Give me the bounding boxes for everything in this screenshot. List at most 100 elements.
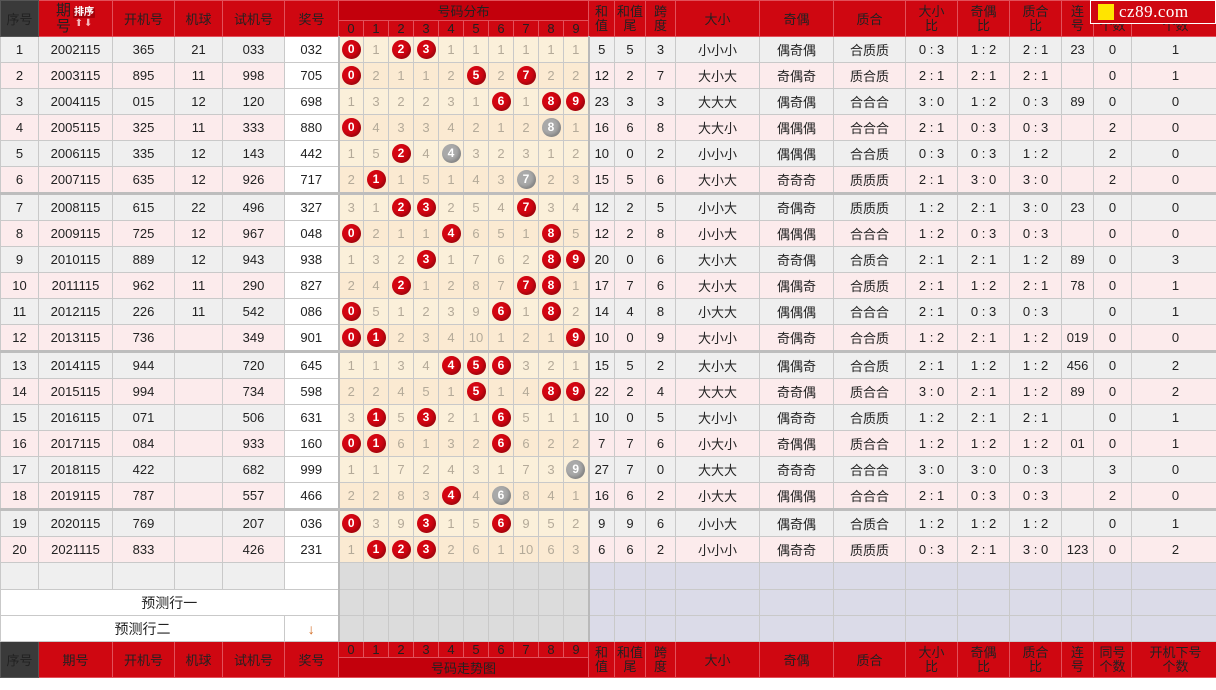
prediction-row-1[interactable]: 预测行一 (0, 589, 1216, 616)
row-issue[interactable]: 2016115 (38, 404, 113, 431)
col-header-digit-1[interactable]: 1 (363, 20, 389, 37)
table-row[interactable]: 12 2013115 736 349 901 0 1 2 3 4 10 1 2 1 9 10 0 9 大小小 奇偶奇合… (0, 324, 1216, 352)
col-header-open-code[interactable]: 开机号 (112, 0, 175, 37)
prediction-row-2[interactable]: 预测行二 ↓ (0, 615, 1216, 642)
footer-col-digit-4[interactable]: 4 (438, 641, 464, 658)
footer-col-issue[interactable]: 期号 (38, 641, 113, 678)
table-row[interactable]: 15 2016115 071 506 631 3 1 5 3 2 1 6 5 1 1 10 0 5 大小小 偶奇奇 合质… (0, 404, 1216, 431)
footer-col-digit-8[interactable]: 8 (538, 641, 564, 658)
row-issue[interactable]: 2021115 (38, 536, 113, 563)
footer-col-serial[interactable]: 连号 (1061, 641, 1095, 678)
col-header-bigsmall[interactable]: 大小 (675, 0, 761, 37)
table-row[interactable]: 18 2019115 787 557 466 2 2 8 3 4 4 6 8 4 1 16 6 2 小大大 偶偶偶 合合… (0, 482, 1216, 510)
table-row[interactable]: 3 2004115 015 12 120 698 1 3 2 2 3 1 6 1 8 9 23 3 3 大大大 偶奇偶合… (0, 88, 1216, 115)
col-header-oddeven-ratio[interactable]: 奇偶比 (957, 0, 1011, 37)
row-issue[interactable]: 2012115 (38, 298, 113, 325)
col-header-digit-7[interactable]: 7 (513, 20, 539, 37)
row-issue[interactable]: 2004115 (38, 88, 113, 115)
footer-col-same-count[interactable]: 同号 个数 (1093, 641, 1133, 678)
col-header-serial[interactable]: 连号 (1061, 0, 1095, 37)
footer-col-index[interactable]: 序号 (0, 641, 39, 678)
row-issue[interactable]: 2008115 (38, 192, 113, 221)
col-header-oddeven[interactable]: 奇偶 (759, 0, 835, 37)
row-issue[interactable]: 2014115 (38, 350, 113, 379)
table-row[interactable]: 7 2008115 615 22 496 327 3 1 2 3 2 5 4 7 3 4 12 2 5 小小大 奇偶奇质… (0, 192, 1216, 221)
table-row[interactable]: 13 2014115 944 720 645 1 1 3 4 4 5 6 3 2 1 15 5 2 大小大 偶偶奇 合合… (0, 350, 1216, 379)
row-issue[interactable]: 2013115 (38, 324, 113, 352)
site-logo[interactable]: cz89.com (1090, 0, 1216, 24)
col-header-bigsmall-ratio[interactable]: 大小比 (905, 0, 959, 37)
col-header-digit-3[interactable]: 3 (413, 20, 439, 37)
footer-col-oddeven-ratio[interactable]: 奇偶比 (957, 641, 1011, 678)
table-row[interactable]: 19 2020115 769 207 036 0 3 9 3 1 5 6 9 5 2 9 9 6 小小大 偶奇偶 合质合… (0, 508, 1216, 537)
col-header-issue-sort[interactable]: 期 号 排序 ⬆⬇ (38, 0, 113, 37)
row-issue[interactable]: 2019115 (38, 482, 113, 510)
col-header-digit-0[interactable]: 0 (338, 20, 364, 37)
row-issue[interactable]: 2003115 (38, 62, 113, 89)
col-header-digit-8[interactable]: 8 (538, 20, 564, 37)
footer-col-span[interactable]: 跨度 (645, 641, 677, 678)
col-header-digit-2[interactable]: 2 (388, 20, 414, 37)
footer-col-digit-5[interactable]: 5 (463, 641, 489, 658)
prediction-expand-button[interactable]: ↓ (284, 615, 339, 642)
footer-col-digit-0[interactable]: 0 (338, 641, 364, 658)
footer-col-oddeven[interactable]: 奇偶 (759, 641, 835, 678)
table-row[interactable]: 10 2011115 962 11 290 827 2 4 2 1 2 8 7 7 8 1 17 7 6 大小大 偶偶奇… (0, 272, 1216, 299)
prediction-row-2-label[interactable]: 预测行二 (0, 615, 285, 642)
row-issue[interactable]: 2011115 (38, 272, 113, 299)
table-row[interactable]: 6 2007115 635 12 926 717 2 1 1 5 1 4 3 7 2 3 15 5 6 大小大 奇奇奇质… (0, 166, 1216, 194)
table-row[interactable]: 11 2012115 226 11 542 086 0 5 1 2 3 9 6 1 8 2 14 4 8 小大大 偶偶偶… (0, 298, 1216, 325)
footer-col-bigsmall[interactable]: 大小 (675, 641, 761, 678)
row-issue[interactable]: 2007115 (38, 166, 113, 194)
row-issue[interactable]: 2010115 (38, 246, 113, 273)
row-issue[interactable]: 2015115 (38, 378, 113, 405)
sort-toggle[interactable]: 排序 ⬆⬇ (73, 7, 95, 29)
col-header-award-code[interactable]: 奖号 (284, 0, 339, 37)
col-header-sum[interactable]: 和值 (588, 0, 616, 37)
col-header-test-code[interactable]: 试机号 (222, 0, 285, 37)
col-header-digit-9[interactable]: 9 (562, 20, 590, 37)
footer-col-digit-2[interactable]: 2 (388, 641, 414, 658)
footer-col-sum-tail[interactable]: 和值尾 (614, 641, 647, 678)
table-row[interactable]: 9 2010115 889 12 943 938 1 3 2 3 1 7 6 2 8 9 20 0 6 大小大 奇奇偶合… (0, 246, 1216, 273)
row-issue[interactable]: 2002115 (38, 36, 113, 63)
col-header-span[interactable]: 跨度 (645, 0, 677, 37)
row-issue[interactable]: 2005115 (38, 114, 113, 141)
footer-col-digit-9[interactable]: 9 (562, 641, 590, 658)
col-header-prime-composite[interactable]: 质合 (833, 0, 907, 37)
footer-col-digit-1[interactable]: 1 (363, 641, 389, 658)
footer-col-digit-3[interactable]: 3 (413, 641, 439, 658)
col-header-digit-6[interactable]: 6 (488, 20, 514, 37)
footer-col-prime-ratio[interactable]: 质合比 (1009, 641, 1063, 678)
table-row[interactable]: 4 2005115 325 11 333 880 0 4 3 3 4 2 1 2 8 1 16 6 8 大大小 偶偶偶合… (0, 114, 1216, 141)
row-issue[interactable]: 2020115 (38, 508, 113, 537)
footer-col-bigsmall-ratio[interactable]: 大小比 (905, 641, 959, 678)
table-row[interactable]: 5 2006115 335 12 143 442 1 5 2 4 4 3 2 3 1 2 10 0 2 小小小 偶偶偶合… (0, 140, 1216, 167)
row-issue[interactable]: 2009115 (38, 220, 113, 247)
footer-col-prime-composite[interactable]: 质合 (833, 641, 907, 678)
footer-col-test-code[interactable]: 试机号 (222, 641, 285, 678)
table-row[interactable]: 1 2002115 365 21 033 032 0 1 2 3 1 1 1 1 1 1 5 5 3 小小小 偶奇偶 合质… (0, 36, 1216, 63)
table-row[interactable]: 20 2021115 833 426 231 1 1 2 3 2 6 1 10 6 3 6 6 2 小小小 偶奇奇 质质… (0, 536, 1216, 563)
col-header-machine-ball[interactable]: 机球 (174, 0, 223, 37)
prediction-row-1-label[interactable]: 预测行一 (0, 589, 339, 616)
row-issue[interactable]: 2018115 (38, 456, 113, 483)
col-header-prime-ratio[interactable]: 质合比 (1009, 0, 1063, 37)
col-header-index[interactable]: 序号 (0, 0, 39, 37)
table-row[interactable]: 8 2009115 725 12 967 048 0 2 1 1 4 6 5 1 8 5 12 2 8 小小大 偶偶偶合… (0, 220, 1216, 247)
row-issue[interactable]: 2006115 (38, 140, 113, 167)
col-header-sum-tail[interactable]: 和值尾 (614, 0, 647, 37)
footer-col-digit-6[interactable]: 6 (488, 641, 514, 658)
footer-col-machine-ball[interactable]: 机球 (174, 641, 223, 678)
footer-col-award-code[interactable]: 奖号 (284, 641, 339, 678)
table-row[interactable]: 2 2003115 895 11 998 705 0 2 1 1 2 5 2 7 2 2 12 2 7 大小大 奇偶奇质… (0, 62, 1216, 89)
row-issue[interactable]: 2017115 (38, 430, 113, 457)
table-row[interactable]: 17 2018115 422 682 999 1 1 7 2 4 3 1 7 3 9 27 7 0 大大大 奇奇奇 合合… (0, 456, 1216, 483)
table-row[interactable]: 14 2015115 994 734 598 2 2 4 5 1 5 1 4 8 9 22 2 4 大大大 奇奇偶 质合… (0, 378, 1216, 405)
col-header-digit-4[interactable]: 4 (438, 20, 464, 37)
table-row[interactable]: 16 2017115 084 933 160 0 1 6 1 3 2 6 6 2 2 7 7 6 小大小 奇偶偶 质合合… (0, 430, 1216, 457)
footer-col-open-next-count[interactable]: 开机下号 个数 (1131, 641, 1216, 678)
footer-col-open-code[interactable]: 开机号 (112, 641, 175, 678)
footer-col-sum[interactable]: 和值 (588, 641, 616, 678)
col-header-digit-5[interactable]: 5 (463, 20, 489, 37)
